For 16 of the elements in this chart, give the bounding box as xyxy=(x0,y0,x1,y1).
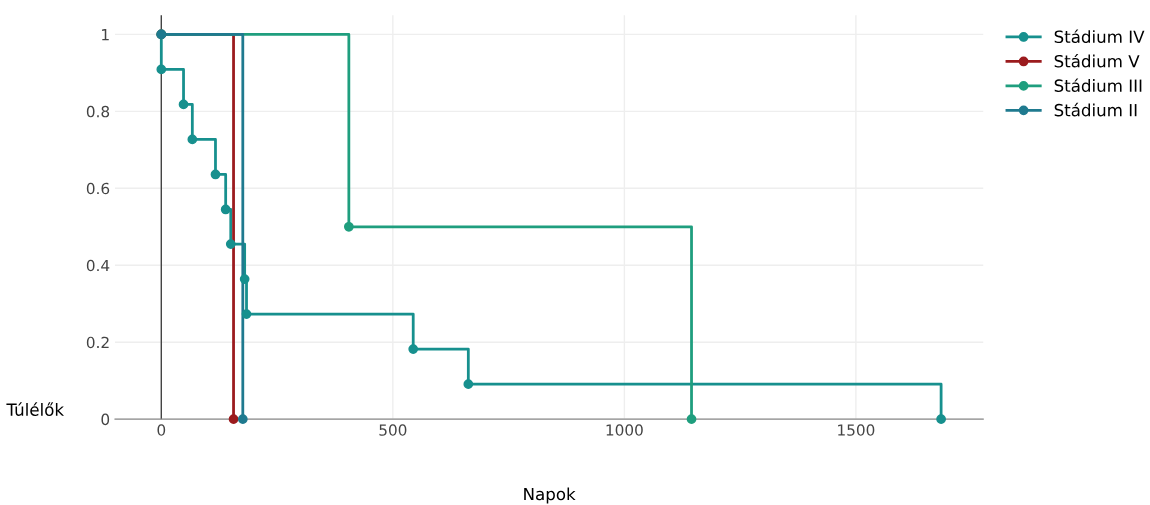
y-tick-label: 0.4 xyxy=(86,259,110,272)
y-tick-label: 1 xyxy=(102,29,109,41)
legend-label: Stádium V xyxy=(1054,53,1140,68)
x-tick-label: 500 xyxy=(379,424,407,436)
y-tick-label: 0.6 xyxy=(86,182,110,195)
y-tick-label: 0.8 xyxy=(86,105,110,118)
legend-label: Stádium II xyxy=(1054,102,1137,117)
y-tick-label: 0.2 xyxy=(86,336,109,349)
x-axis-title: Napok xyxy=(524,487,576,504)
x-tick-label: 1000 xyxy=(606,424,643,436)
legend-label: Stádium III xyxy=(1054,78,1142,92)
x-tick-label: 0 xyxy=(157,424,166,436)
y-tick-label: 0 xyxy=(101,413,110,426)
legend-label: Stádium IV xyxy=(1054,29,1145,44)
y-axis-title: Túlélők xyxy=(6,402,65,416)
x-tick-label: 1500 xyxy=(838,424,875,436)
